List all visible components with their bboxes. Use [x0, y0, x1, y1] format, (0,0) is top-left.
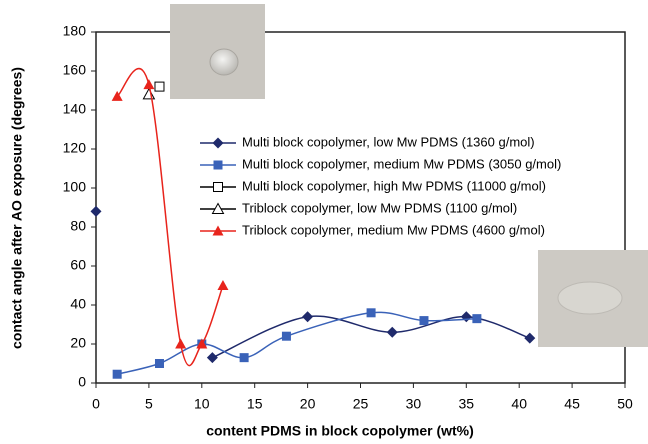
chart: content PDMS in block copolymer (wt%) co…: [0, 0, 648, 444]
legend-label: Multi block copolymer, high Mw PDMS (110…: [242, 178, 546, 193]
y-tick-label: 100: [63, 179, 87, 195]
marker: [175, 339, 186, 349]
y-tick-label: 180: [63, 23, 87, 39]
legend-label: Multi block copolymer, low Mw PDMS (1360…: [242, 134, 535, 149]
marker: [367, 308, 376, 317]
marker: [143, 89, 154, 99]
x-tick-label: 0: [92, 396, 100, 412]
marker: [213, 138, 224, 149]
x-tick-label: 50: [617, 396, 633, 412]
marker: [240, 353, 249, 362]
y-tick-label: 120: [63, 140, 87, 156]
marker: [91, 206, 102, 217]
marker: [217, 280, 228, 290]
marker: [207, 352, 218, 363]
marker: [155, 82, 164, 91]
legend-label: Triblock copolymer, medium Mw PDMS (4600…: [242, 222, 545, 237]
marker: [113, 370, 122, 379]
photo-inset: [170, 4, 265, 99]
y-axis-label: contact angle after AO exposure (degrees…: [9, 67, 25, 349]
y-tick-label: 40: [70, 296, 86, 312]
marker: [214, 183, 223, 192]
y-tick-label: 140: [63, 101, 87, 117]
marker: [419, 316, 428, 325]
marker: [461, 311, 472, 322]
marker: [302, 311, 313, 322]
x-tick-label: 30: [406, 396, 422, 412]
legend-label: Multi block copolymer, medium Mw PDMS (3…: [242, 156, 561, 171]
marker: [282, 332, 291, 341]
x-axis-label: content PDMS in block copolymer (wt%): [206, 423, 474, 439]
y-tick-label: 20: [70, 335, 86, 351]
x-tick-label: 15: [247, 396, 263, 412]
y-tick-label: 80: [70, 218, 86, 234]
marker: [387, 327, 398, 338]
marker: [143, 79, 154, 89]
x-tick-label: 25: [353, 396, 369, 412]
marker: [214, 161, 223, 170]
legend-label: Triblock copolymer, low Mw PDMS (1100 g/…: [242, 200, 517, 215]
x-tick-label: 10: [194, 396, 210, 412]
x-tick-label: 40: [511, 396, 527, 412]
x-tick-label: 20: [300, 396, 316, 412]
marker: [472, 314, 481, 323]
y-tick-label: 160: [63, 62, 87, 78]
marker: [524, 333, 535, 344]
marker: [155, 359, 164, 368]
x-tick-label: 35: [459, 396, 475, 412]
series-line: [117, 69, 223, 366]
y-tick-label: 60: [70, 257, 86, 273]
x-tick-label: 5: [145, 396, 153, 412]
y-tick-label: 0: [78, 374, 86, 390]
photo-inset: [538, 250, 648, 347]
x-tick-label: 45: [564, 396, 580, 412]
